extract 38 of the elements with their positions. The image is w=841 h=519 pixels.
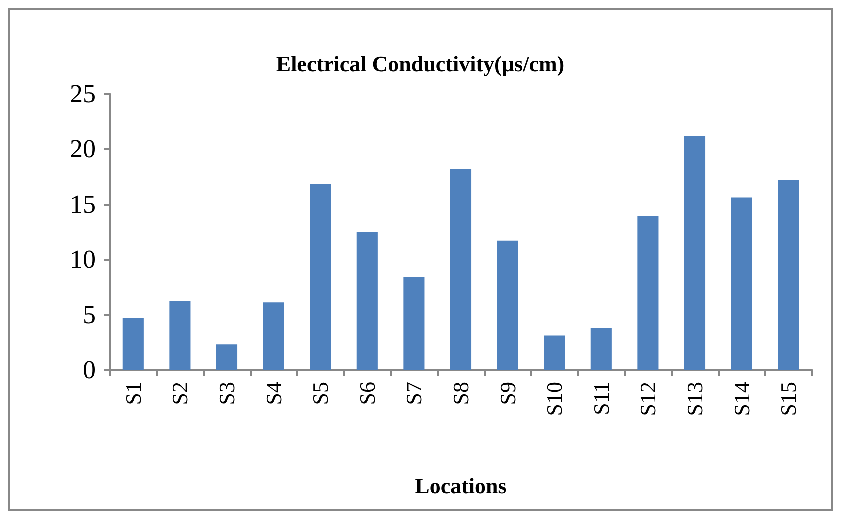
x-tick-label: S2: [168, 382, 193, 406]
y-tick-label: 5: [83, 300, 96, 330]
bar: [731, 198, 752, 370]
bar: [590, 328, 612, 370]
bar: [216, 344, 238, 370]
bar: [497, 240, 518, 370]
y-tick-label: 0: [83, 356, 96, 384]
bar: [310, 184, 332, 370]
bar: [404, 277, 425, 370]
bar: [170, 302, 191, 370]
bar: [356, 232, 378, 370]
bar: [638, 216, 659, 370]
bar: [684, 136, 706, 370]
x-tick-label: S3: [214, 382, 240, 406]
x-tick-label: S1: [120, 382, 146, 406]
chart-title: Electrical Conductivity(µs/cm): [276, 52, 565, 76]
bar: [778, 180, 800, 370]
x-tick-label: S11: [588, 382, 614, 416]
x-tick-label: S6: [354, 382, 380, 406]
y-tick-label: 15: [70, 190, 96, 219]
bar: [544, 336, 566, 370]
x-tick-label: S13: [682, 382, 708, 416]
x-tick-label: S14: [729, 382, 754, 416]
x-tick-label: S4: [261, 382, 286, 406]
x-tick-label: S10: [542, 382, 568, 416]
bar: [450, 169, 472, 370]
x-tick-label: S7: [402, 382, 427, 406]
x-axis-title: Locations: [415, 474, 508, 498]
y-tick-label: 20: [70, 134, 96, 164]
x-tick-label: S15: [776, 382, 802, 416]
x-tick-label: S5: [308, 382, 334, 406]
bar: [263, 302, 284, 370]
x-tick-label: S12: [636, 382, 661, 416]
y-tick-label: 10: [70, 245, 96, 274]
x-tick-label: S9: [495, 382, 520, 406]
x-tick-label: S8: [448, 382, 474, 406]
bar: [122, 318, 144, 370]
y-tick-label: 25: [70, 80, 96, 108]
